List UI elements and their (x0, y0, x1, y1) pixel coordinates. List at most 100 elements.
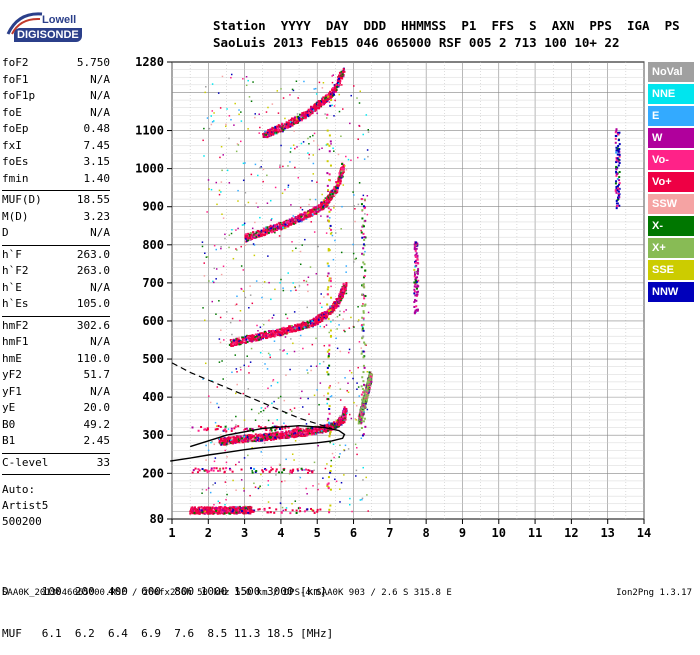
y-tick-label: 400 (142, 390, 164, 404)
echo-point (277, 431, 279, 433)
echo-point (244, 507, 246, 509)
noise-point (350, 160, 352, 162)
noise-point (251, 174, 253, 176)
noise-point (356, 470, 358, 472)
noise-point (208, 179, 210, 181)
echo-point (270, 330, 272, 332)
noise-point (344, 165, 346, 167)
noise-point (314, 395, 316, 397)
noise-point (221, 181, 223, 183)
echo-point (234, 512, 236, 514)
noise-point (241, 265, 243, 267)
noise-point (294, 219, 296, 221)
noise-point (366, 114, 368, 116)
noise-point (261, 297, 263, 299)
noise-point (255, 419, 257, 421)
noise-point (210, 115, 212, 117)
echo-point (267, 438, 269, 440)
echo-point (225, 507, 227, 509)
echo-point (253, 335, 255, 337)
echo-point (322, 101, 324, 103)
noise-point (317, 145, 319, 147)
noise-point (313, 173, 315, 175)
noise-point (263, 169, 265, 171)
noise-point (327, 275, 329, 277)
echo-point (255, 333, 257, 335)
noise-point (297, 113, 299, 115)
noise-point (313, 88, 315, 90)
echo-point (329, 201, 331, 203)
noise-point (278, 397, 280, 399)
noise-point (259, 217, 261, 219)
noise-point (216, 403, 218, 405)
noise-point (214, 482, 216, 484)
noise-point (249, 495, 251, 497)
echo-point (342, 71, 344, 73)
noise-point (205, 445, 207, 447)
noise-point (355, 444, 357, 446)
noise-point (363, 195, 365, 197)
echo-point (230, 343, 232, 345)
echo-point (220, 438, 222, 440)
echo-point (207, 509, 209, 511)
noise-point (228, 247, 230, 249)
echo-point (238, 337, 240, 339)
noise-point (212, 484, 214, 486)
noise-point (247, 455, 249, 457)
noise-point (272, 103, 274, 105)
echo-point (292, 434, 294, 436)
noise-point (240, 141, 242, 143)
noise-point (309, 199, 311, 201)
echo-point (329, 313, 331, 315)
noise-point (224, 504, 226, 506)
noise-point (254, 236, 256, 238)
noise-point (314, 231, 316, 233)
noise-point (367, 149, 369, 151)
echo-point (231, 345, 233, 347)
noise-point (341, 252, 343, 254)
noise-point (311, 180, 313, 182)
noise-point (339, 501, 341, 503)
y-tick-label: 300 (142, 428, 164, 442)
echo-point (271, 133, 273, 135)
noise-point (297, 97, 299, 99)
echo-point (333, 91, 335, 93)
echo-point (318, 107, 320, 109)
noise-point (268, 480, 270, 482)
noise-point (263, 324, 265, 326)
x-tick-label: 9 (459, 526, 466, 540)
noise-point (256, 280, 258, 282)
noise-point (204, 253, 206, 255)
noise-point (268, 227, 270, 229)
noise-point (287, 186, 289, 188)
noise-point (332, 453, 334, 455)
echo-point (369, 375, 371, 377)
noise-point (341, 84, 343, 86)
noise-point (243, 488, 245, 490)
noise-point (353, 402, 355, 404)
echo-point (342, 73, 344, 75)
echo-point (251, 337, 253, 339)
noise-point (259, 485, 261, 487)
noise-point (305, 488, 307, 490)
noise-point (307, 213, 309, 215)
echo-point (334, 194, 336, 196)
noise-point (302, 406, 304, 408)
noise-point (253, 483, 255, 485)
noise-point (320, 382, 322, 384)
noise-point (314, 462, 316, 464)
noise-point (244, 204, 246, 206)
noise-point (357, 138, 359, 140)
noise-point (237, 228, 239, 230)
echo-point (339, 182, 341, 184)
echo-point (285, 433, 287, 435)
noise-point (284, 189, 286, 191)
noise-point (241, 288, 243, 290)
noise-point (235, 416, 237, 418)
echo-point (369, 371, 371, 373)
noise-point (209, 128, 211, 129)
noise-point (212, 110, 214, 112)
noise-point (352, 244, 354, 246)
noise-point (261, 407, 263, 409)
noise-point (256, 202, 258, 204)
